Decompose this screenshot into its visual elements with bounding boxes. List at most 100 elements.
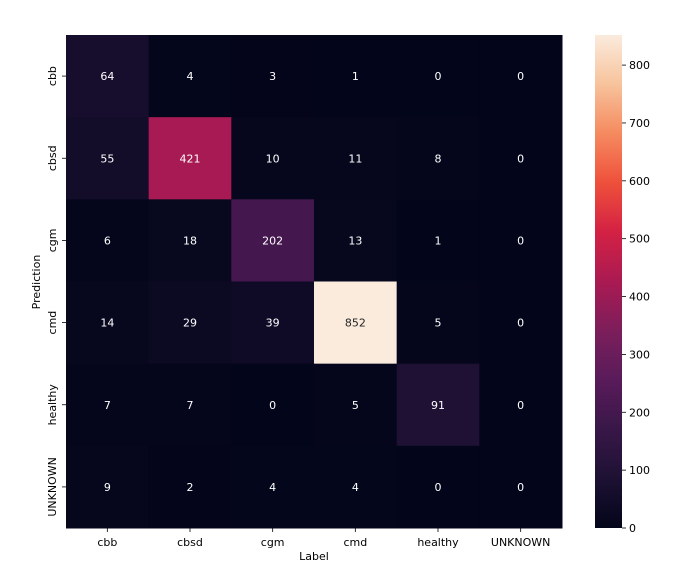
- heatmap-cell-cbsd-healthy: [396, 117, 480, 200]
- heatmap-cell-cbb-cmd: [314, 35, 398, 118]
- heatmap-cell-UNKNOWN-cbb: [66, 445, 150, 529]
- heatmap-cell-healthy-cbb: [66, 363, 150, 447]
- y-tick-label-cmd: cmd: [46, 311, 59, 335]
- y-tick-label-cgm: cgm: [46, 229, 59, 253]
- cell-value-label: 7: [187, 399, 194, 412]
- heatmap-cell-cmd-UNKNOWN: [479, 281, 563, 365]
- heatmap-cell-healthy-cmd: [314, 363, 398, 447]
- cell-value-label: 39: [266, 317, 280, 330]
- x-axis-ticks: cbb cbsd cgm cmd healthy UNKNOWN: [97, 528, 550, 549]
- cell-value-label: 852: [345, 317, 366, 330]
- heatmap-cells: [66, 35, 563, 529]
- cell-value-label: 202: [262, 234, 283, 247]
- cell-value-label: 29: [183, 317, 197, 330]
- cell-value-label: 9: [104, 481, 111, 494]
- cell-value-label: 5: [435, 317, 442, 330]
- cell-value-label: 4: [187, 70, 194, 83]
- cell-value-label: 2: [187, 481, 194, 494]
- colorbar-ticks: 0 100 200 300 400 500 600 700 800: [622, 59, 650, 535]
- x-axis-label: Label: [299, 550, 329, 563]
- cell-value-label: 91: [431, 399, 445, 412]
- heatmap-cell-cbsd-cmd: [314, 117, 398, 200]
- y-axis-ticks: cbb cbsd cgm cmd healthy UNKNOWN: [46, 66, 66, 517]
- cell-value-label: 0: [517, 481, 524, 494]
- heatmap-cell-cbsd-cbb: [66, 117, 150, 200]
- cell-value-label: 64: [100, 70, 114, 83]
- cell-value-label: 0: [435, 481, 442, 494]
- cell-value-label: 18: [183, 234, 197, 247]
- colorbar: [595, 35, 622, 528]
- cell-value-label: 4: [269, 481, 276, 494]
- heatmap-cell-cbb-UNKNOWN: [479, 35, 563, 118]
- y-tick-label-cbb: cbb: [46, 66, 59, 86]
- heatmap-cell-cgm-healthy: [396, 199, 480, 282]
- x-tick-label-healthy: healthy: [417, 536, 459, 549]
- x-tick-label-UNKNOWN: UNKNOWN: [491, 536, 551, 549]
- heatmap-cell-cgm-cgm: [231, 199, 315, 282]
- colorbar-tick-label: 500: [629, 233, 650, 246]
- cell-value-label: 4: [352, 481, 359, 494]
- heatmap-cell-cmd-cbsd: [148, 281, 232, 365]
- heatmap-cell-cbb-cgm: [231, 35, 315, 118]
- heatmap-cell-UNKNOWN-healthy: [396, 445, 480, 529]
- cell-value-label: 0: [517, 234, 524, 247]
- cell-value-label: 5: [352, 399, 359, 412]
- heatmap-cell-cmd-cbb: [66, 281, 150, 365]
- heatmap-cell-healthy-UNKNOWN: [479, 363, 563, 447]
- cell-value-label: 0: [517, 70, 524, 83]
- y-tick-label-cbsd: cbsd: [46, 145, 59, 171]
- heatmap-cell-UNKNOWN-cmd: [314, 445, 398, 529]
- colorbar-tick-label: 800: [629, 59, 650, 72]
- heatmap-cell-cbb-healthy: [396, 35, 480, 118]
- heatmap-cell-healthy-cbsd: [148, 363, 232, 447]
- cell-value-label: 3: [269, 70, 276, 83]
- x-tick-label-cgm: cgm: [261, 536, 285, 549]
- heatmap-cell-cmd-cgm: [231, 281, 315, 365]
- cell-value-label: 6: [104, 234, 111, 247]
- cell-value-label: 10: [266, 152, 280, 165]
- heatmap-cell-UNKNOWN-UNKNOWN: [479, 445, 563, 529]
- heatmap-cell-labels: 64 4 3 1 0 055 421 10 11 8 06 18 202 13 1 014 29 39 852 5 07…: [100, 70, 524, 494]
- cell-value-label: 8: [435, 152, 442, 165]
- colorbar-tick-label: 0: [629, 522, 636, 535]
- heatmap-cell-cgm-cbsd: [148, 199, 232, 282]
- x-tick-label-cbb: cbb: [97, 536, 117, 549]
- cell-value-label: 0: [517, 152, 524, 165]
- cell-value-label: 0: [435, 70, 442, 83]
- colorbar-tick-label: 600: [629, 175, 650, 188]
- heatmap-cell-cgm-UNKNOWN: [479, 199, 563, 282]
- heatmap-cell-cmd-cmd: [314, 281, 398, 365]
- colorbar-tick-label: 400: [629, 291, 650, 304]
- heatmap-cell-healthy-healthy: [396, 363, 480, 447]
- heatmap-cell-UNKNOWN-cgm: [231, 445, 315, 529]
- y-tick-label-UNKNOWN: UNKNOWN: [46, 457, 59, 516]
- cell-value-label: 13: [348, 234, 362, 247]
- heatmap-cell-cmd-healthy: [396, 281, 480, 365]
- cell-value-label: 11: [348, 152, 362, 165]
- cell-value-label: 1: [435, 234, 442, 247]
- heatmap-cell-cgm-cmd: [314, 199, 398, 282]
- x-tick-label-cbsd: cbsd: [177, 536, 203, 549]
- heatmap-cell-cbsd-cgm: [231, 117, 315, 200]
- heatmap-cell-UNKNOWN-cbsd: [148, 445, 232, 529]
- cell-value-label: 0: [517, 399, 524, 412]
- cell-value-label: 1: [352, 70, 359, 83]
- heatmap-cell-cbb-cbsd: [148, 35, 232, 118]
- cell-value-label: 421: [180, 152, 201, 165]
- y-tick-label-healthy: healthy: [46, 384, 59, 426]
- heatmap-cell-cbsd-UNKNOWN: [479, 117, 563, 200]
- heatmap-cell-cbsd-cbsd: [148, 117, 232, 200]
- cell-value-label: 0: [269, 399, 276, 412]
- colorbar-tick-label: 200: [629, 406, 650, 419]
- colorbar-tick-label: 300: [629, 348, 650, 361]
- heatmap-cell-healthy-cgm: [231, 363, 315, 447]
- cell-value-label: 55: [100, 152, 114, 165]
- x-tick-label-cmd: cmd: [343, 536, 367, 549]
- heatmap-cell-cgm-cbb: [66, 199, 150, 282]
- cell-value-label: 7: [104, 399, 111, 412]
- cell-value-label: 0: [517, 317, 524, 330]
- heatmap-cell-cbb-cbb: [66, 35, 150, 118]
- colorbar-tick-label: 700: [629, 117, 650, 130]
- y-axis-label: Prediction: [30, 255, 43, 310]
